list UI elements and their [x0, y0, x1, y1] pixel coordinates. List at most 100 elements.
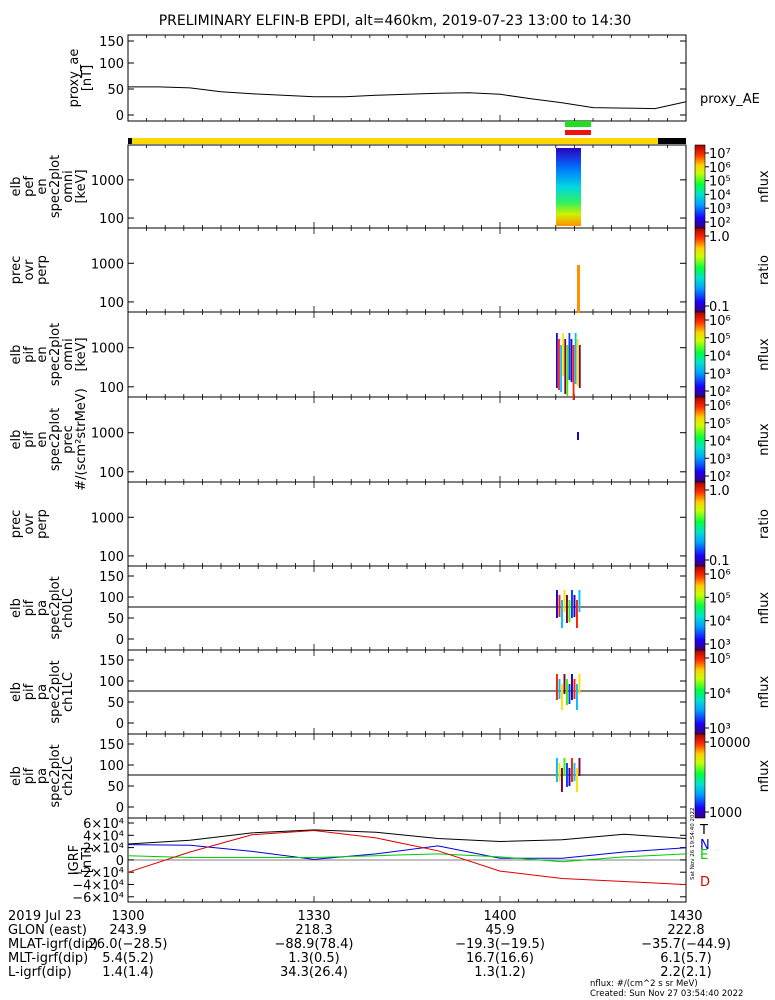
- table-row-label: MLAT-igrf(dip): [8, 937, 98, 952]
- colorbar-2: 10⁶ 10⁵ 10⁴ 10³ 10² nflux: [694, 311, 772, 400]
- igrf-legend-n: N: [700, 838, 710, 853]
- y-axis-label: elb: [9, 177, 24, 197]
- spectrogram-pa-bin: [571, 590, 573, 618]
- table-cell: 45.9: [486, 923, 515, 938]
- spectrogram-pif-en-bin: [576, 339, 579, 386]
- y-axis-label: spec2plot: [48, 660, 63, 723]
- colorbar-tick-label: 10²: [709, 470, 731, 485]
- colorbar-ramp: [694, 733, 706, 819]
- spectrogram-pa-bin: [566, 595, 568, 623]
- spectrogram-pif-en-bin: [566, 345, 569, 396]
- y-axis-label: pa: [35, 600, 50, 616]
- y-tick-label: −4×10⁴: [72, 879, 124, 894]
- table-row-label: 2019 Jul 23: [8, 909, 82, 924]
- spectrogram-pif-en-bin: [570, 339, 573, 382]
- y-axis-label: spec2plot: [48, 744, 63, 807]
- spectrogram-pa-bin: [573, 763, 576, 781]
- proxy-ae-line: [128, 86, 687, 110]
- y-axis-label: elb: [9, 598, 24, 618]
- y-axis-label: pa: [35, 768, 50, 784]
- y-axis-label: pif: [22, 431, 37, 448]
- spectrogram-pa-bin: [558, 679, 561, 699]
- panel-frame: [127, 481, 687, 567]
- spectrogram-pa-bin: [566, 679, 568, 705]
- panel-frame: [127, 649, 687, 735]
- table-cell: 1300: [111, 909, 144, 924]
- table-cell: 1400: [483, 909, 516, 924]
- y-tick-label: 100: [99, 466, 124, 481]
- science-zone-marker-bottom: [565, 130, 591, 135]
- table-cell: −88.9(78.4): [275, 937, 354, 952]
- colorbar-5: 10⁶ 10⁵ 10⁴ 10³ nflux: [694, 565, 772, 653]
- colorbar-1: 1.0 0.1 ratio: [694, 227, 772, 315]
- igrf-line-d: [127, 829, 687, 886]
- table-cell: 1.3(0.5): [288, 951, 340, 966]
- igrf-line-e: [127, 853, 687, 863]
- panel-frame: [127, 733, 687, 819]
- y-axis-label: prec: [9, 256, 24, 284]
- y-axis-label: ovr: [22, 513, 37, 535]
- table-cell: 1.4(1.4): [102, 965, 154, 980]
- colorbar-tick-label: 10³: [709, 722, 731, 737]
- y-tick-label: 100: [99, 591, 124, 606]
- y-tick-label: 50: [107, 83, 124, 98]
- panel-frame: [127, 311, 687, 398]
- spectrogram-pa-bin: [568, 684, 571, 704]
- y-axis-label: en: [35, 346, 50, 362]
- colorbar-tick-label: 10000: [709, 736, 750, 751]
- status-bar-end: [658, 138, 686, 144]
- colorbar-tick-label: 10⁵: [709, 332, 731, 347]
- colorbar-4: 1.0 0.1 ratio: [694, 481, 772, 569]
- spectrogram-pa-bin: [568, 768, 571, 786]
- spectrogram-pif-en-bin: [572, 345, 575, 400]
- status-bar-start: [128, 138, 132, 144]
- spectrogram-pa-bin: [578, 674, 581, 694]
- y-tick-label: 0: [116, 717, 124, 732]
- panels: 150100500proxy_ae[nT]1000100elbpefenspec…: [9, 34, 687, 906]
- ephemeris-table: 2019 Jul 23 1300 1330 1400 1430 GLON (east) 24…: [8, 909, 731, 980]
- colorbar-tick-label: 10⁵: [709, 591, 731, 606]
- panel-frame: [127, 565, 687, 651]
- colorbar-tick-label: 10⁴: [709, 435, 731, 450]
- colorbar-tick-label: 10⁵: [709, 175, 731, 190]
- y-tick-label: 100: [99, 381, 124, 396]
- table-cell: 222.8: [667, 923, 704, 938]
- y-axis-label: pef: [22, 176, 37, 197]
- footer-created: Created: Sun Nov 27 03:54:40 2022: [590, 989, 743, 999]
- spectrogram-pa-bin: [558, 763, 561, 781]
- colorbar-ramp: [694, 227, 706, 313]
- spectrogram-pa-bin: [556, 590, 558, 618]
- colorbar-tick-label: 10⁶: [709, 399, 731, 414]
- colorbar-tick-label: 10⁴: [709, 687, 731, 702]
- y-axis-label: [keV]: [74, 169, 89, 203]
- y-tick-label: 2×10⁴: [83, 842, 124, 857]
- colorbar-ramp: [694, 311, 706, 398]
- y-tick-label: 150: [99, 654, 124, 669]
- colorbar-label: nflux: [757, 338, 772, 371]
- y-tick-label: 100: [99, 296, 124, 311]
- table-cell: 1330: [297, 909, 330, 924]
- colorbar-6: 10⁵ 10⁴ 10³ nflux: [694, 649, 772, 737]
- panel-frame: [127, 227, 687, 313]
- table-cell: 34.3(26.4): [280, 965, 348, 980]
- spectrogram-pif-en-bin: [574, 333, 577, 384]
- y-axis-label: elb: [9, 430, 24, 450]
- y-tick-label: 100: [99, 675, 124, 690]
- igrf-legend-e: E: [700, 848, 708, 863]
- y-tick-label: 50: [107, 780, 124, 795]
- colorbar-label: ratio: [757, 255, 772, 285]
- table-cell: 218.3: [295, 923, 332, 938]
- colorbar-tick-label: 10⁷: [709, 147, 731, 162]
- y-axis-label: omni: [61, 170, 76, 202]
- spectrogram-pa-bin: [558, 595, 561, 617]
- colorbar-tick-label: 0.1: [709, 300, 730, 315]
- y-axis-label: ch2LC: [61, 756, 76, 796]
- colorbar-tick-label: 10³: [709, 638, 731, 653]
- colorbar-tick-label: 10⁶: [709, 161, 731, 176]
- colorbar-tick-label: 1.0: [709, 230, 730, 245]
- y-axis-label: omni: [61, 338, 76, 370]
- y-axis-label: pif: [22, 767, 37, 784]
- panel-pif_prec: 1000 100 elbpifenspec2plotprec#/(scm²strMe…: [9, 388, 687, 491]
